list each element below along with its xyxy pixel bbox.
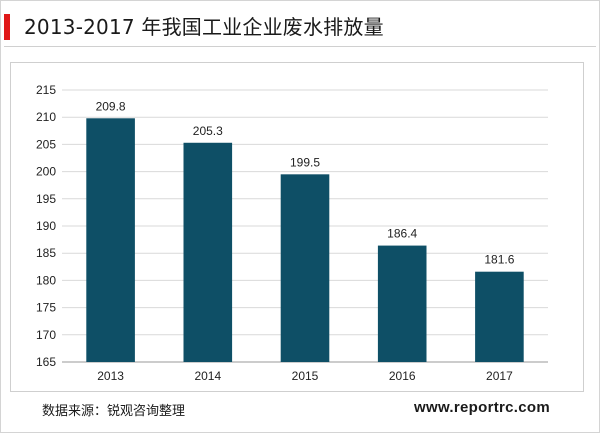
data-label: 186.4 xyxy=(387,227,417,241)
y-tick-label: 165 xyxy=(36,355,56,369)
data-label: 205.3 xyxy=(193,124,223,138)
bar-2015 xyxy=(280,174,330,362)
x-tick-label: 2015 xyxy=(292,369,319,383)
x-tick-label: 2013 xyxy=(97,369,124,383)
bar-2016 xyxy=(377,245,427,362)
data-label: 181.6 xyxy=(484,253,514,267)
y-tick-label: 200 xyxy=(36,165,56,179)
bar-2013 xyxy=(86,118,135,363)
y-tick-label: 180 xyxy=(36,273,56,287)
y-tick-label: 210 xyxy=(36,110,56,124)
y-tick-label: 190 xyxy=(36,219,56,233)
data-label: 199.5 xyxy=(290,155,320,169)
page-title: 2013-2017 年我国工业企业废水排放量 xyxy=(24,15,384,39)
x-tick-label: 2014 xyxy=(194,369,221,383)
x-tick-label: 2017 xyxy=(486,369,513,383)
y-tick-label: 170 xyxy=(36,328,56,342)
chart-border xyxy=(10,62,584,392)
title-accent-bar xyxy=(4,14,10,40)
x-tick-label: 2016 xyxy=(389,369,416,383)
title-divider xyxy=(4,46,596,47)
website-label: www.reportrc.com xyxy=(414,399,550,416)
y-tick-label: 175 xyxy=(36,301,56,315)
y-tick-label: 185 xyxy=(36,246,56,260)
source-note: 数据来源：锐观咨询整理 xyxy=(42,404,186,419)
bar-2014 xyxy=(183,142,233,362)
y-tick-label: 215 xyxy=(36,83,56,97)
y-tick-label: 195 xyxy=(36,192,56,206)
data-label: 209.8 xyxy=(96,99,126,113)
bar-2017 xyxy=(475,271,524,362)
y-tick-label: 205 xyxy=(36,137,56,151)
